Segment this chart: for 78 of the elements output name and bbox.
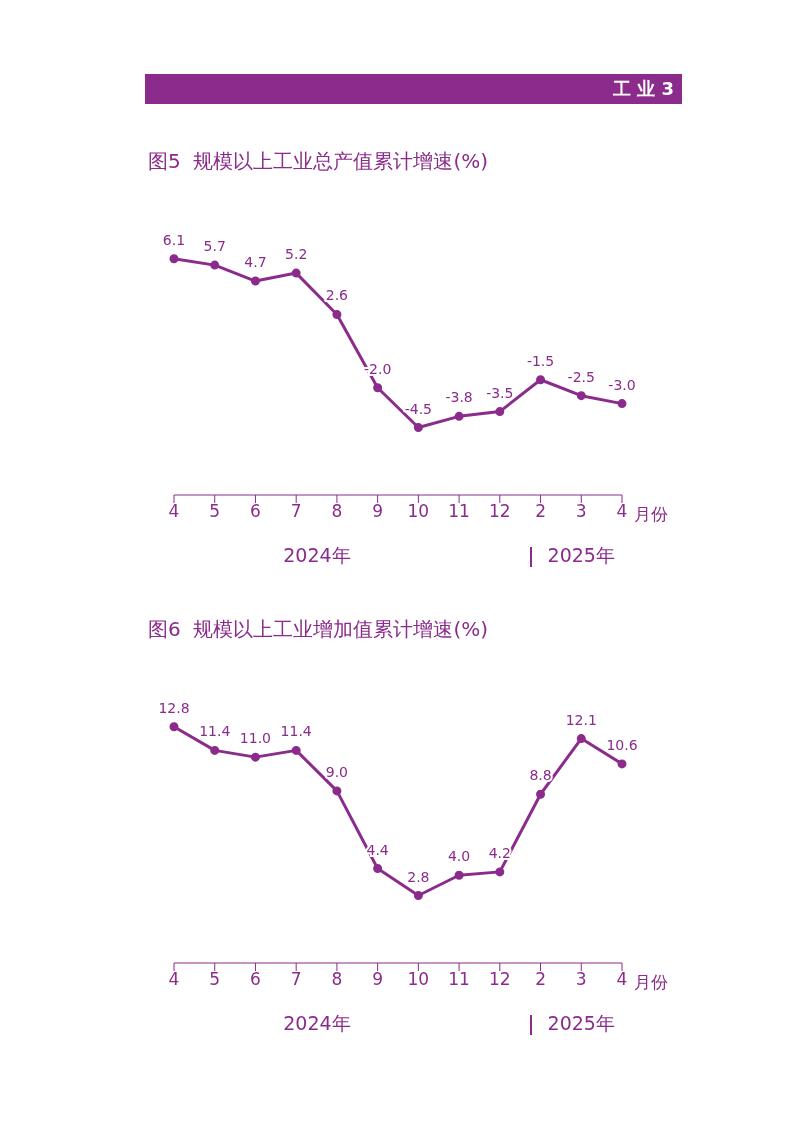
point <box>210 260 220 270</box>
chart-title: 图5 规模以上工业总产值累计增速(%) <box>148 148 489 175</box>
data-label: 11.4 <box>280 723 312 740</box>
point <box>576 734 586 744</box>
point <box>250 752 260 762</box>
data-label: 10.6 <box>606 736 638 753</box>
data-label: 5.7 <box>203 238 226 255</box>
data-label: -4.5 <box>404 400 433 417</box>
x-tick-label: 7 <box>290 969 302 990</box>
point <box>373 864 383 873</box>
x-tick-label: 2 <box>535 501 546 522</box>
x-tick-label: 12 <box>489 501 511 522</box>
x-tick-label: 8 <box>331 969 343 990</box>
x-tick-label: 4 <box>616 969 628 990</box>
data-label: 12.1 <box>565 711 597 728</box>
x-tick-label: 4 <box>616 501 628 522</box>
x-tick-label: 4 <box>168 969 180 990</box>
chart-title: 图6 规模以上工业增加值累计增速(%) <box>148 616 489 643</box>
data-label: -3.0 <box>608 376 636 393</box>
point <box>332 786 342 796</box>
point <box>169 254 179 264</box>
x-tick-label: 2 <box>535 969 546 990</box>
text: 2025年 <box>546 543 616 568</box>
point <box>536 789 546 799</box>
point <box>169 722 179 732</box>
data-label: -2.5 <box>567 368 595 385</box>
point <box>617 399 627 409</box>
x-tick-label: 6 <box>250 969 261 990</box>
x-tick-label: 3 <box>575 969 587 990</box>
x-tick-label: 5 <box>209 501 221 522</box>
data-label: 11.0 <box>239 730 272 747</box>
data-label: 2.8 <box>407 868 430 885</box>
point <box>495 407 505 417</box>
x-tick-label: 5 <box>209 969 221 990</box>
x-tick-label: 7 <box>290 501 302 522</box>
data-label: 11.4 <box>199 723 231 740</box>
x-axis-title: 月份 <box>634 503 668 526</box>
x-tick-label: 11 <box>448 501 470 522</box>
point <box>210 745 220 755</box>
x-axis-title: 月份 <box>634 971 668 994</box>
data-label: 12.8 <box>158 699 190 716</box>
x-tick-label: 10 <box>407 969 430 990</box>
point <box>413 891 423 900</box>
text: 工 业 3 <box>612 77 674 101</box>
point <box>373 383 383 393</box>
data-label: 4.0 <box>447 848 471 865</box>
data-label: -3.5 <box>486 384 514 401</box>
data-label: 5.2 <box>285 246 308 263</box>
x-tick-label: 11 <box>448 969 470 990</box>
text: 2024年 <box>282 543 352 568</box>
point <box>454 870 464 880</box>
x-tick-label: 6 <box>250 501 261 522</box>
point <box>250 276 260 286</box>
point <box>454 411 464 421</box>
point <box>536 375 546 385</box>
point <box>332 309 342 319</box>
x-tick-label: 9 <box>372 969 384 990</box>
data-label: 9.0 <box>325 763 349 780</box>
x-tick-label: 10 <box>407 501 430 522</box>
data-label: -1.5 <box>526 352 555 369</box>
data-label: 4.7 <box>244 254 267 271</box>
text: 2024年 <box>282 1011 352 1036</box>
point <box>291 268 301 278</box>
point <box>617 759 627 769</box>
point <box>576 391 586 401</box>
point <box>495 867 505 877</box>
data-label: 8.8 <box>529 767 552 784</box>
x-tick-label: 3 <box>575 501 587 522</box>
x-tick-label: 4 <box>168 501 180 522</box>
x-tick-label: 9 <box>372 501 384 522</box>
data-label: 2.6 <box>325 287 349 304</box>
data-label: -3.8 <box>445 389 473 406</box>
point <box>413 423 423 432</box>
point <box>291 745 301 755</box>
data-label: 6.1 <box>162 231 186 248</box>
x-tick-label: 12 <box>489 969 511 990</box>
text: 2025年 <box>546 1011 616 1036</box>
x-tick-label: 8 <box>331 501 343 522</box>
